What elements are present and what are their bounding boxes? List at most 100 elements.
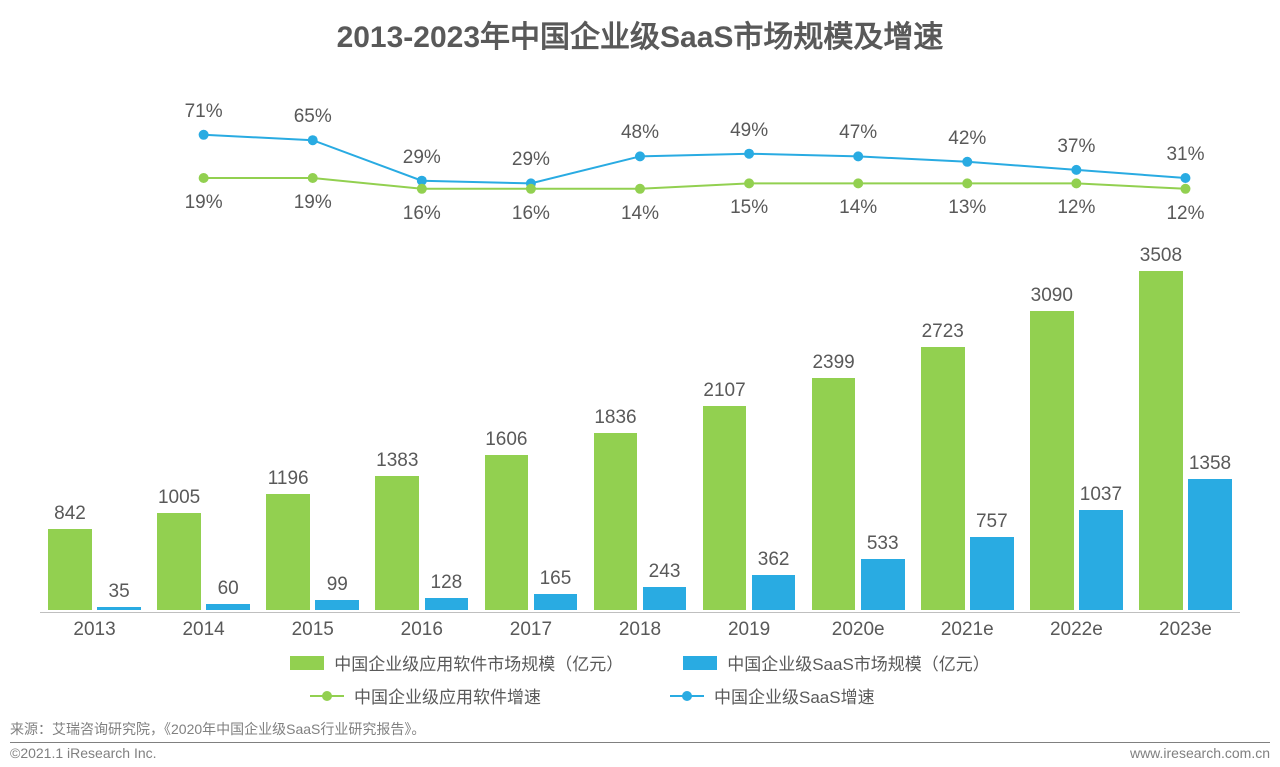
- line-marker: [635, 184, 645, 194]
- bar-blue-label: 362: [758, 549, 790, 571]
- line-label: 19%: [294, 192, 332, 214]
- line-marker: [308, 173, 318, 183]
- bar-green: [485, 455, 529, 610]
- bar-green-label: 1383: [376, 450, 418, 472]
- legend-item: 中国企业级SaaS市场规模（亿元）: [683, 650, 990, 675]
- x-tick: 2018: [619, 619, 661, 641]
- line-label: 12%: [1057, 197, 1095, 219]
- bar-blue-label: 60: [218, 578, 239, 600]
- legend-row: 中国企业级应用软件增速 中国企业级SaaS增速: [0, 683, 1280, 708]
- bar-blue: [643, 587, 687, 610]
- legend-swatch-bar: [683, 656, 717, 670]
- bar-blue-label: 757: [976, 511, 1008, 533]
- bar-green-label: 3508: [1140, 245, 1182, 267]
- line-label: 12%: [1166, 203, 1204, 225]
- line-label: 16%: [512, 203, 550, 225]
- line-marker: [1071, 165, 1081, 175]
- legend-swatch-line: [670, 695, 704, 697]
- line-label: 48%: [621, 122, 659, 144]
- bar-green: [1030, 311, 1074, 610]
- bar-blue-label: 165: [540, 568, 572, 590]
- line-marker: [853, 178, 863, 188]
- bar-green: [1139, 271, 1183, 610]
- legend-row: 中国企业级应用软件市场规模（亿元） 中国企业级SaaS市场规模（亿元）: [0, 650, 1280, 675]
- bar-blue-label: 1037: [1080, 484, 1122, 506]
- line-label: 29%: [403, 147, 441, 169]
- x-tick: 2023e: [1159, 619, 1212, 641]
- line-label: 65%: [294, 106, 332, 128]
- line-marker: [962, 178, 972, 188]
- bar-green-label: 1005: [158, 487, 200, 509]
- legend: 中国企业级应用软件市场规模（亿元） 中国企业级SaaS市场规模（亿元） 中国企业级…: [0, 650, 1280, 716]
- bar-blue-label: 128: [431, 572, 463, 594]
- bar-green: [703, 406, 747, 610]
- legend-item: 中国企业级应用软件增速: [310, 683, 610, 708]
- bar-green-label: 2399: [812, 352, 854, 374]
- bar-green-label: 2107: [703, 380, 745, 402]
- bar-blue: [1079, 510, 1123, 610]
- legend-swatch-line: [310, 695, 344, 697]
- bar-green-label: 1836: [594, 407, 636, 429]
- legend-swatch-dot: [682, 691, 692, 701]
- chart-title: 2013-2023年中国企业级SaaS市场规模及增速: [0, 0, 1280, 56]
- x-tick: 2016: [401, 619, 443, 641]
- bar-green: [921, 347, 965, 610]
- bar-green: [48, 529, 92, 610]
- bar-blue: [534, 594, 578, 610]
- legend-label: 中国企业级SaaS增速: [714, 683, 875, 708]
- line-series: [204, 178, 1186, 189]
- bar-blue-label: 35: [109, 581, 130, 603]
- line-label: 14%: [621, 203, 659, 225]
- line-label: 14%: [839, 197, 877, 219]
- bar-green-label: 1606: [485, 429, 527, 451]
- legend-item: 中国企业级SaaS增速: [670, 683, 970, 708]
- line-marker: [1180, 184, 1190, 194]
- line-label: 47%: [839, 122, 877, 144]
- website: www.iresearch.com.cn: [1130, 745, 1270, 761]
- bar-blue-label: 1358: [1189, 453, 1231, 475]
- bar-green-label: 842: [54, 503, 86, 525]
- line-label: 37%: [1057, 136, 1095, 158]
- legend-item: 中国企业级应用软件市场规模（亿元）: [290, 650, 623, 675]
- line-marker: [1180, 173, 1190, 183]
- line-label: 71%: [185, 101, 223, 123]
- plot: 8423510056011969913831281606165183624321…: [40, 70, 1240, 610]
- x-axis: 2013 2014 2015 2016 2017 2018 2019 2020e 2021e 20…: [40, 612, 1240, 642]
- bar-blue: [752, 575, 796, 610]
- bar-blue: [1188, 479, 1232, 610]
- bar-blue: [315, 600, 359, 610]
- x-tick: 2019: [728, 619, 770, 641]
- legend-swatch-bar: [290, 656, 324, 670]
- x-tick: 2020e: [832, 619, 885, 641]
- x-tick: 2015: [292, 619, 334, 641]
- copyright: ©2021.1 iResearch Inc.: [10, 742, 1270, 761]
- line-label: 29%: [512, 149, 550, 171]
- line-label: 19%: [185, 192, 223, 214]
- bar-green-label: 3090: [1031, 285, 1073, 307]
- bar-blue: [970, 537, 1014, 610]
- bar-blue: [861, 559, 905, 611]
- line-marker: [962, 157, 972, 167]
- source-note: 来源：艾瑞咨询研究院，《2020年中国企业级SaaS行业研究报告》。: [10, 719, 425, 739]
- bar-blue: [425, 598, 469, 610]
- bar-blue-label: 533: [867, 533, 899, 555]
- bar-green: [594, 433, 638, 610]
- chart-area: 8423510056011969913831281606165183624321…: [40, 70, 1240, 610]
- bar-green: [812, 378, 856, 610]
- line-marker: [1071, 178, 1081, 188]
- x-tick: 2021e: [941, 619, 994, 641]
- bar-green: [266, 494, 310, 610]
- legend-label: 中国企业级SaaS市场规模（亿元）: [727, 650, 990, 675]
- line-label: 16%: [403, 203, 441, 225]
- x-tick: 2017: [510, 619, 552, 641]
- line-marker: [308, 135, 318, 145]
- line-label: 42%: [948, 128, 986, 150]
- line-series: [204, 135, 1186, 184]
- line-marker: [635, 151, 645, 161]
- x-tick: 2013: [73, 619, 115, 641]
- bar-green: [157, 513, 201, 610]
- line-marker: [744, 149, 754, 159]
- x-tick: 2022e: [1050, 619, 1103, 641]
- line-label: 15%: [730, 197, 768, 219]
- x-tick: 2014: [182, 619, 224, 641]
